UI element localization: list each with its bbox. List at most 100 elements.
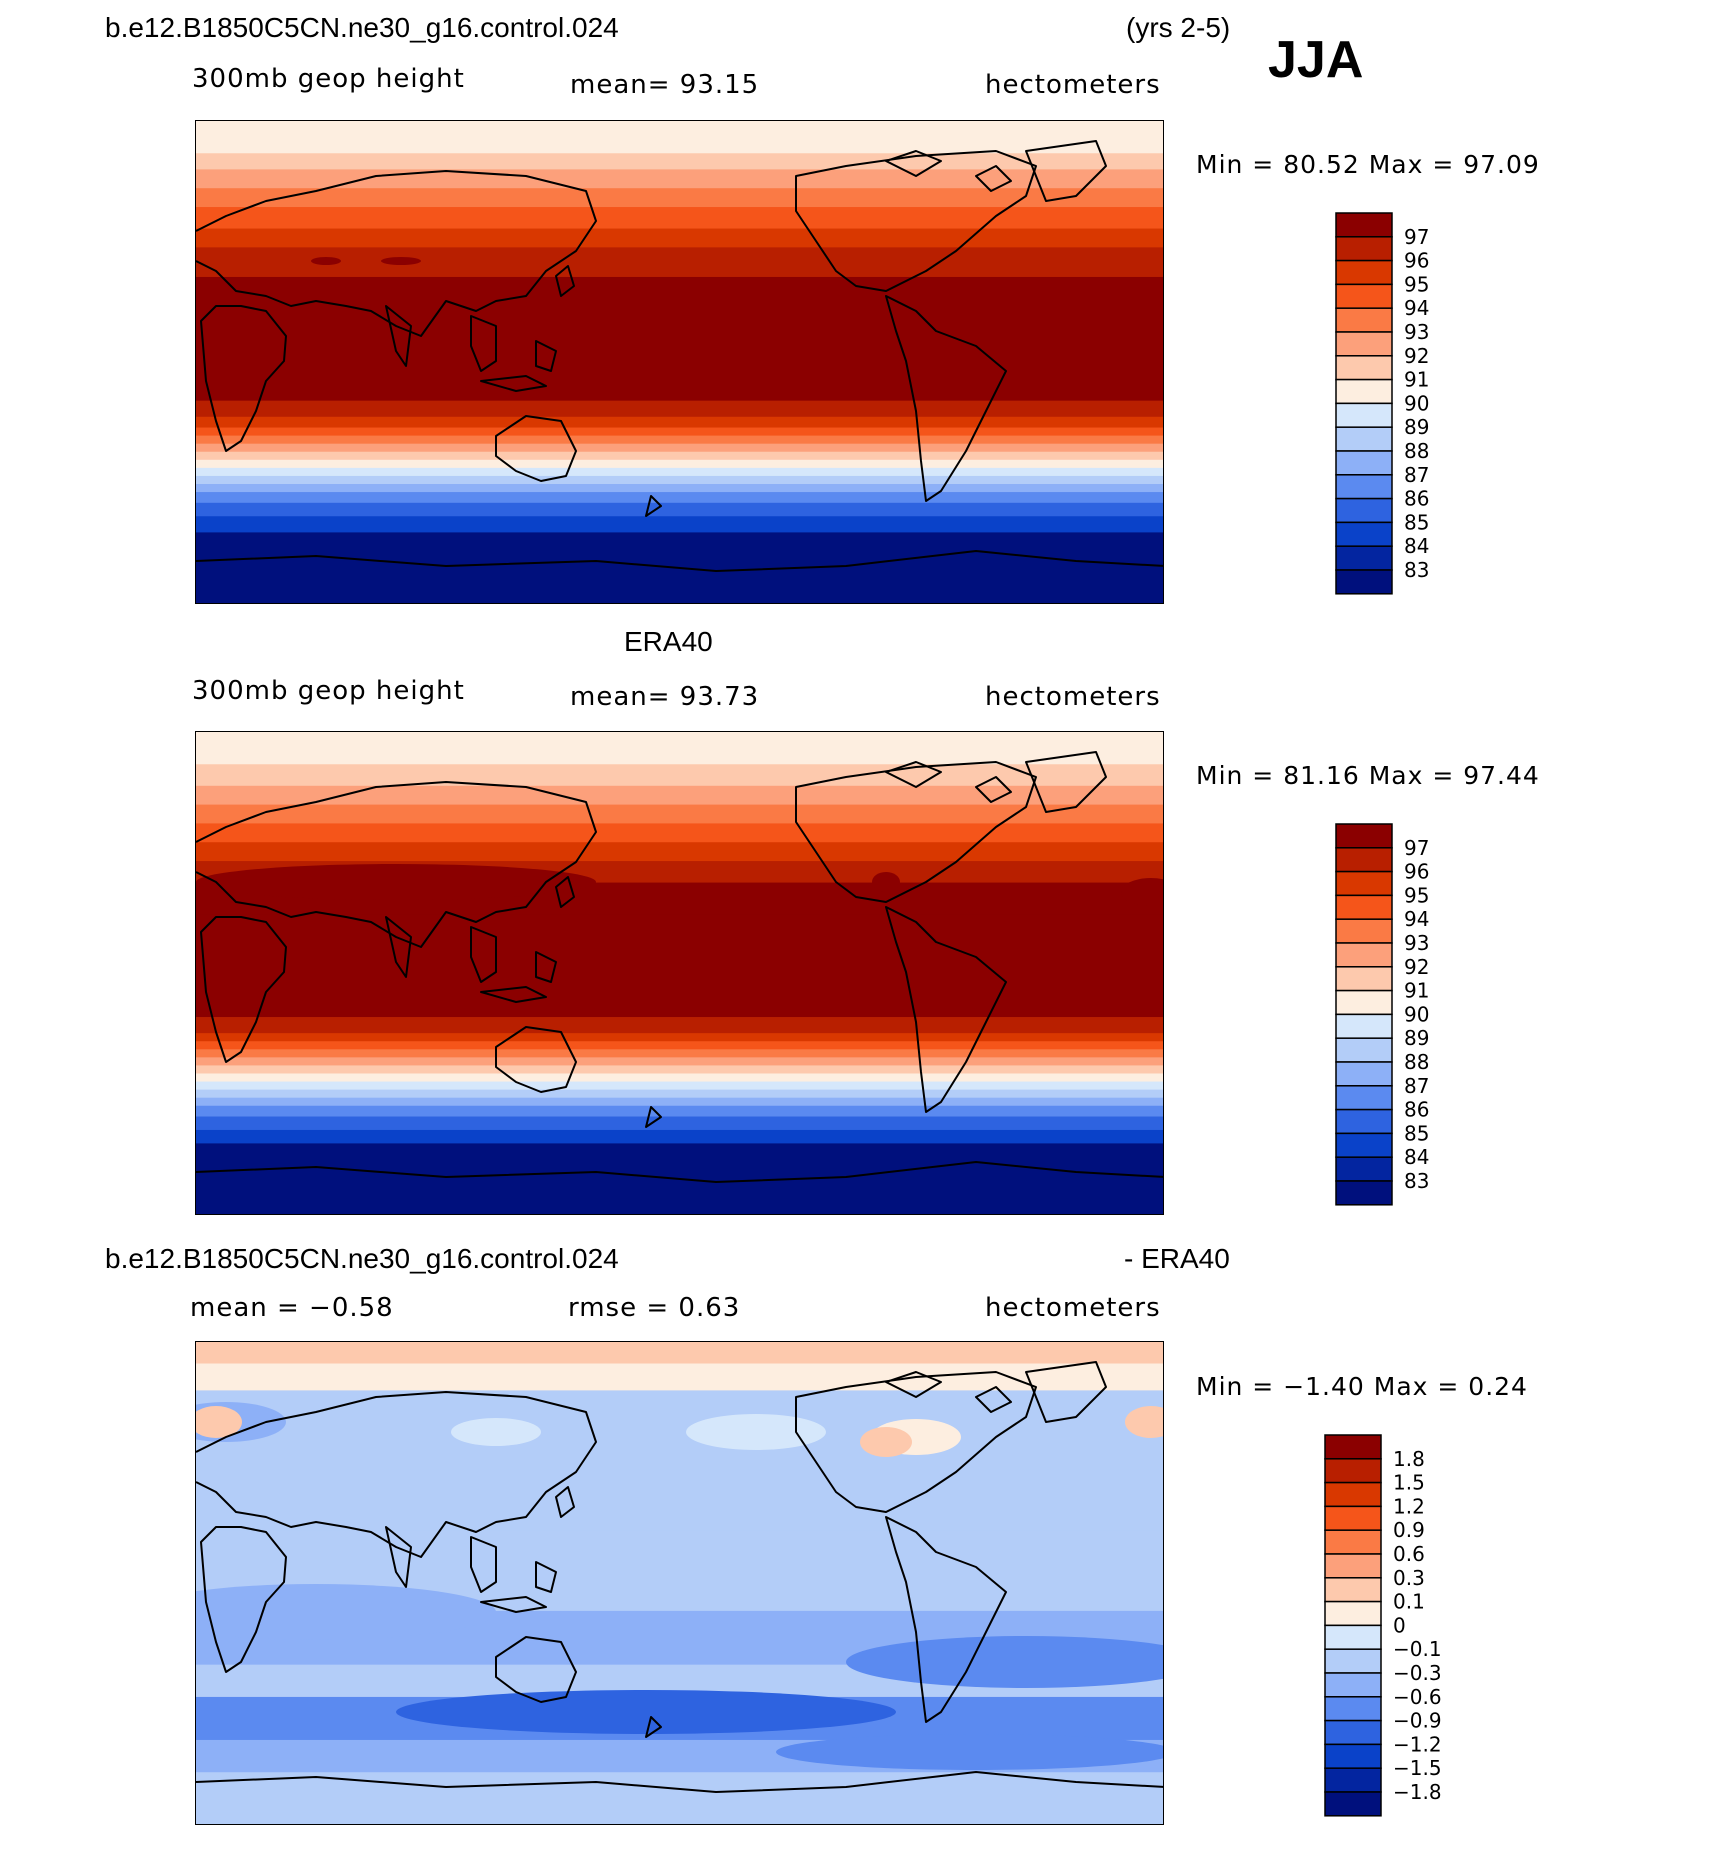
legend-swatch	[1335, 918, 1393, 944]
legend-swatch	[1324, 1767, 1382, 1793]
contour-band	[196, 1097, 1163, 1107]
legend-label: 0.9	[1393, 1518, 1425, 1542]
legend-swatch	[1335, 355, 1393, 381]
legend-model: 97 96 95 94 93 92 91 90 89 88 87 86 85 84 83	[1335, 212, 1456, 597]
legend-swatch	[1324, 1696, 1382, 1722]
contour-band	[196, 228, 1163, 248]
case-name-title: b.e12.B1850C5CN.ne30_g16.control.024	[105, 12, 619, 43]
contour-band	[196, 188, 1163, 208]
legend-swatch	[1324, 1672, 1382, 1698]
legend-label: 91	[1404, 979, 1429, 1003]
coastline-path	[1025, 751, 1107, 813]
legend-swatch	[1324, 1624, 1382, 1650]
coastline-path	[885, 295, 1007, 502]
legend-label: 1.2	[1393, 1494, 1425, 1518]
legend-label: 84	[1404, 534, 1429, 558]
legend-swatch	[1335, 521, 1393, 547]
panel-obs-title: ERA40	[624, 626, 713, 657]
contour-band	[196, 484, 1163, 493]
contour-patch	[686, 1414, 826, 1450]
legend-label: 90	[1404, 1002, 1429, 1026]
contour-band	[196, 153, 1163, 170]
panel-diff-title-right: - ERA40	[1124, 1243, 1230, 1274]
contour-band	[196, 823, 1163, 843]
contour-band	[196, 1049, 1163, 1058]
map-svg-model	[196, 121, 1163, 603]
legend-swatch	[1335, 569, 1393, 595]
legend-label: −0.9	[1393, 1709, 1442, 1733]
legend-swatch	[1324, 1481, 1382, 1508]
coastline-path	[535, 340, 557, 372]
contour-band	[196, 475, 1163, 485]
contour-patch	[196, 864, 596, 900]
contour-band	[196, 443, 1163, 453]
legend-swatch	[1335, 212, 1393, 238]
legend-swatch	[1335, 426, 1393, 452]
legend-swatch	[1324, 1743, 1382, 1769]
contour-band	[196, 1390, 1163, 1531]
legend-swatch	[1335, 1108, 1393, 1135]
coastline-path	[645, 1106, 662, 1128]
coastline-path	[975, 1386, 1012, 1413]
coastline-path	[975, 776, 1012, 803]
legend-obs: 97 96 95 94 93 92 91 90 89 88 87 86 85 84 83	[1335, 823, 1456, 1208]
contour-band	[196, 459, 1163, 469]
legend-swatch	[1324, 1719, 1382, 1746]
legend-swatch	[1324, 1577, 1382, 1603]
contour-patch	[846, 1636, 1163, 1688]
legend-label: 83	[1404, 558, 1429, 582]
legend-label: 1.8	[1393, 1447, 1425, 1471]
legend-swatch	[1335, 331, 1393, 357]
coastline-path	[196, 1391, 597, 1558]
legend-label: 86	[1404, 1098, 1429, 1122]
legend-swatch	[1335, 870, 1393, 897]
contour-band	[196, 1772, 1163, 1824]
legend-swatch	[1335, 1061, 1393, 1087]
legend-label: 88	[1404, 1050, 1429, 1074]
legend-label: 0	[1393, 1613, 1406, 1637]
contour-patch	[381, 257, 421, 265]
contour-band	[196, 732, 1163, 765]
legend-swatch	[1335, 1013, 1393, 1039]
coastline-path	[555, 876, 575, 908]
coastline-path	[645, 1716, 662, 1738]
contour-band	[196, 1057, 1163, 1067]
coastline-path	[385, 1526, 412, 1588]
legend-label: 95	[1404, 883, 1429, 907]
panel-diff-minmax: Min = −1.40 Max = 0.24	[1196, 1372, 1528, 1401]
contour-band	[196, 435, 1163, 445]
contour-band	[196, 416, 1163, 429]
legend-label: 91	[1404, 368, 1429, 392]
legend-label: 89	[1404, 1026, 1429, 1050]
legend-swatch	[1335, 378, 1393, 405]
coastline-path	[480, 986, 547, 1003]
coastline-path	[555, 265, 575, 297]
legend-swatch	[1335, 1085, 1393, 1111]
contour-band	[196, 764, 1163, 787]
panel-model-units: hectometers	[985, 70, 1161, 100]
legend-swatch	[1335, 236, 1393, 262]
contour-band	[196, 502, 1163, 517]
contour-band	[196, 914, 1163, 1018]
legend-label: 83	[1404, 1169, 1429, 1193]
contour-band	[196, 516, 1163, 533]
coastline-path	[555, 1486, 575, 1518]
coastline-path	[495, 1026, 577, 1093]
coastline-path	[196, 550, 1163, 572]
contour-patch	[396, 1690, 896, 1734]
coastline-path	[385, 305, 412, 367]
contour-band	[196, 1073, 1163, 1083]
legend-label: 94	[1404, 907, 1429, 931]
coastline-path	[1025, 140, 1107, 202]
legend-swatch	[1335, 1037, 1393, 1063]
contour-band	[196, 1089, 1163, 1099]
coastline-path	[470, 315, 497, 372]
contour-band	[196, 1116, 1163, 1131]
coastline-path	[196, 781, 597, 948]
coastline-path	[795, 761, 1037, 903]
panel-model-mean: mean= 93.15	[570, 70, 760, 100]
legend-swatch	[1335, 402, 1393, 428]
legend-swatch	[1324, 1505, 1382, 1531]
coastline-path	[535, 951, 557, 983]
map-panel-obs	[195, 731, 1164, 1215]
